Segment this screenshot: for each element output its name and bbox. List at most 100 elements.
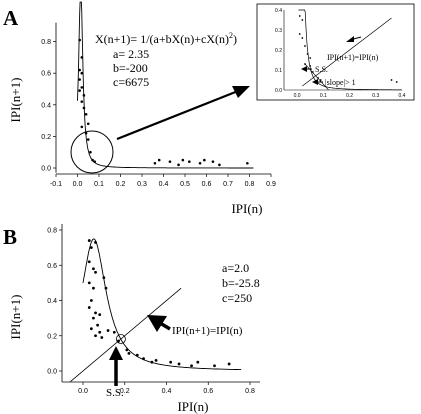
panel-a-param-b: b=-200 — [113, 61, 148, 75]
panel-a-data-point — [89, 150, 92, 154]
panel-b-ss-label: S.S. — [106, 387, 124, 399]
inset-data-point — [298, 33, 301, 35]
inset-identity-label: IPI(n+1)=IPI(n) — [327, 53, 379, 62]
inset-data-point — [390, 79, 393, 81]
inset-data-point — [395, 81, 398, 83]
panel-b-data-point — [106, 329, 110, 332]
inset-y-tick-label: 0.3 — [275, 28, 282, 34]
panel-b-data-point — [142, 357, 145, 361]
panel-b-data-point — [94, 334, 97, 338]
inset-slope-label: |slope|> 1 — [325, 78, 356, 87]
panel-b-x-tick-label: 0.0 — [78, 388, 88, 395]
panel-b-fit-curve — [82, 238, 242, 371]
panel-b-data-point — [89, 299, 93, 302]
inset-data-point — [319, 79, 322, 81]
inset-tangent-line — [304, 63, 329, 91]
panel-a-inset: 0.0 0.1 0.2 0.3 0.4 0.0 0.1 0.2 0.3 0.4 IPI(n+1)=… — [256, 3, 415, 101]
panel-a-param-c: c=6675 — [113, 75, 149, 89]
panel-b-data-point — [177, 362, 181, 366]
panel-a-zoom-circle — [70, 130, 114, 174]
inset-x-tick-label: 0.1 — [320, 93, 327, 99]
panel-b-data-point — [196, 360, 200, 364]
panel-a-data-point — [181, 158, 185, 162]
panel-a-data-point — [80, 100, 84, 103]
panel-b-identity — [70, 287, 182, 382]
panel-a-data-point — [203, 158, 206, 162]
panel-b-data-point — [104, 286, 108, 290]
panel-a-x-tick-label: 0.3 — [137, 181, 147, 188]
panel-label-b: B — [3, 225, 17, 249]
panel-b-data-point — [87, 239, 91, 242]
panel-a-data-point — [153, 161, 157, 165]
inset-ss-label: S.S. — [315, 65, 328, 74]
panel-a-data-point — [80, 86, 84, 89]
panel-a-y-tick-label: 0.2 — [41, 134, 51, 141]
panel-a-data-point — [86, 122, 90, 126]
panel-a-y-tick-label: 0.6 — [41, 71, 51, 78]
panel-a-data-point — [86, 138, 90, 141]
panel-b-data-point — [96, 323, 100, 327]
panel-b-data-point — [100, 336, 104, 339]
panel-b-identity-arrowhead — [147, 315, 167, 332]
panel-a-chart: -0.1 0.0 0.1 0.2 0.3 0.4 0.5 0.6 0.7 0.8 0.9 0.0 0.2… — [8, 1, 415, 216]
inset-data-point — [317, 77, 319, 79]
panel-b-y-tick-label: 0.8 — [47, 228, 57, 235]
panel-b-x-tick-label: 0.4 — [162, 388, 172, 395]
panel-b-data-point — [213, 364, 216, 368]
inset-points — [298, 15, 398, 83]
panel-b-data-point — [125, 348, 129, 352]
panel-a-points — [78, 38, 249, 167]
panel-b-data-point — [117, 339, 120, 343]
panel-b-data-point — [127, 351, 131, 355]
panel-b-data-point — [87, 260, 91, 264]
inset-data-point — [304, 45, 306, 47]
panel-b-data-point — [89, 327, 93, 331]
panel-b-param-a: a=2.0 — [222, 261, 249, 275]
inset-data-point — [306, 53, 309, 55]
inset-data-point — [311, 71, 314, 73]
panel-b-y-tick-label: 0.0 — [47, 369, 57, 376]
panel-a-data-point — [82, 94, 86, 97]
panel-a-axes: -0.1 0.0 0.1 0.2 0.3 0.4 0.5 0.6 0.7 0.8 0.9 0.0 0.2… — [41, 22, 276, 188]
panel-b-data-point — [150, 360, 154, 364]
panel-b-data-point — [102, 276, 106, 279]
panel-a-x-tick-label: 0.8 — [245, 181, 255, 188]
panel-b-data-point — [92, 267, 95, 271]
panel-a-zoom-arrowhead — [232, 86, 250, 98]
panel-a-data-point — [80, 125, 84, 129]
panel-b-data-point — [98, 330, 102, 334]
panel-a-data-point — [84, 131, 88, 135]
panel-b-data-point — [190, 364, 193, 368]
panel-a-zoom-arrow — [116, 89, 239, 141]
panel-a-inset-frame — [256, 3, 415, 101]
panel-b-y-tick-label: 0.2 — [47, 333, 57, 340]
panel-a-x-tick-label: 0.0 — [73, 181, 83, 188]
panel-b-steady-state-marker — [115, 334, 126, 344]
panel-b-fit-line — [82, 238, 242, 371]
panel-b-y-axis-label: IPI(n+1) — [8, 295, 23, 340]
panel-a-data-point — [78, 38, 81, 42]
panel-b-param-b: b=-25.8 — [222, 276, 260, 290]
panel-b-data-point — [87, 306, 91, 309]
panel-label-a: A — [3, 6, 19, 30]
panel-b-points — [87, 239, 231, 368]
panel-b-data-point — [227, 362, 231, 366]
panel-a-fit-curve — [77, 1, 254, 169]
inset-slope-arrowhead — [312, 79, 318, 85]
panel-a-data-point — [157, 158, 161, 162]
panel-a-data-point — [188, 160, 191, 163]
panel-a-data-point — [91, 158, 94, 162]
panel-b-x-axis-label: IPI(n) — [177, 399, 208, 414]
panel-a-data-point — [82, 106, 86, 110]
panel-b-param-c: c=250 — [222, 291, 252, 305]
inset-x-tick-label: 0.3 — [372, 93, 379, 99]
panel-b-identity-line — [70, 287, 182, 382]
inset-x-tick-label: 0.2 — [346, 93, 353, 99]
inset-data-point — [298, 15, 301, 17]
panel-a-data-point — [78, 89, 81, 92]
panel-a-y-tick-label: 0.0 — [41, 166, 51, 173]
panel-b-data-point — [92, 286, 95, 290]
panel-b-ss-arrowhead — [109, 346, 123, 360]
panel-a-y-axis-label: IPI(n+1) — [8, 78, 23, 123]
